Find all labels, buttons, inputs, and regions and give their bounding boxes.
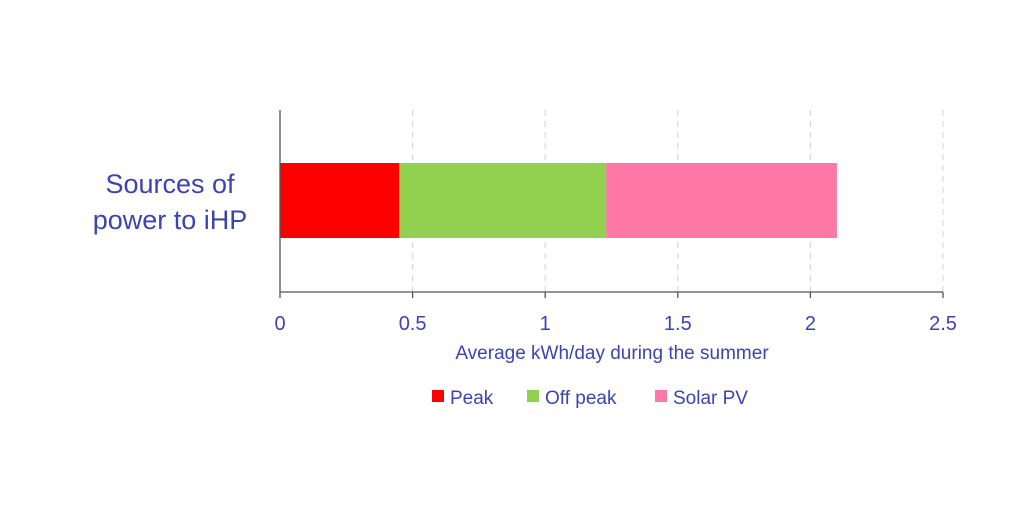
category-label-line-2: power to iHP [93, 205, 248, 235]
legend-swatch-off-peak [527, 390, 539, 402]
x-tick-label: 2 [805, 313, 816, 335]
legend-label: Off peak [545, 388, 617, 409]
legend-label: Solar PV [673, 388, 748, 409]
x-tick-label: 0.5 [399, 313, 427, 335]
x-tick-label: 0 [274, 313, 285, 335]
category-label-line-1: Sources of [105, 169, 235, 199]
legend-swatch-peak [432, 390, 444, 402]
x-tick-label: 1 [540, 313, 551, 335]
legend-label: Peak [450, 388, 494, 409]
x-axis-label: Average kWh/day during the summer [455, 343, 769, 364]
bar-segment-off-peak [399, 163, 607, 238]
x-tick-label: 2.5 [929, 313, 957, 335]
bar-segment-peak [280, 163, 400, 238]
x-tick-label: 1.5 [664, 313, 692, 335]
legend-swatch-solar-pv [655, 390, 667, 402]
bar-segment-solar-pv [606, 163, 837, 238]
